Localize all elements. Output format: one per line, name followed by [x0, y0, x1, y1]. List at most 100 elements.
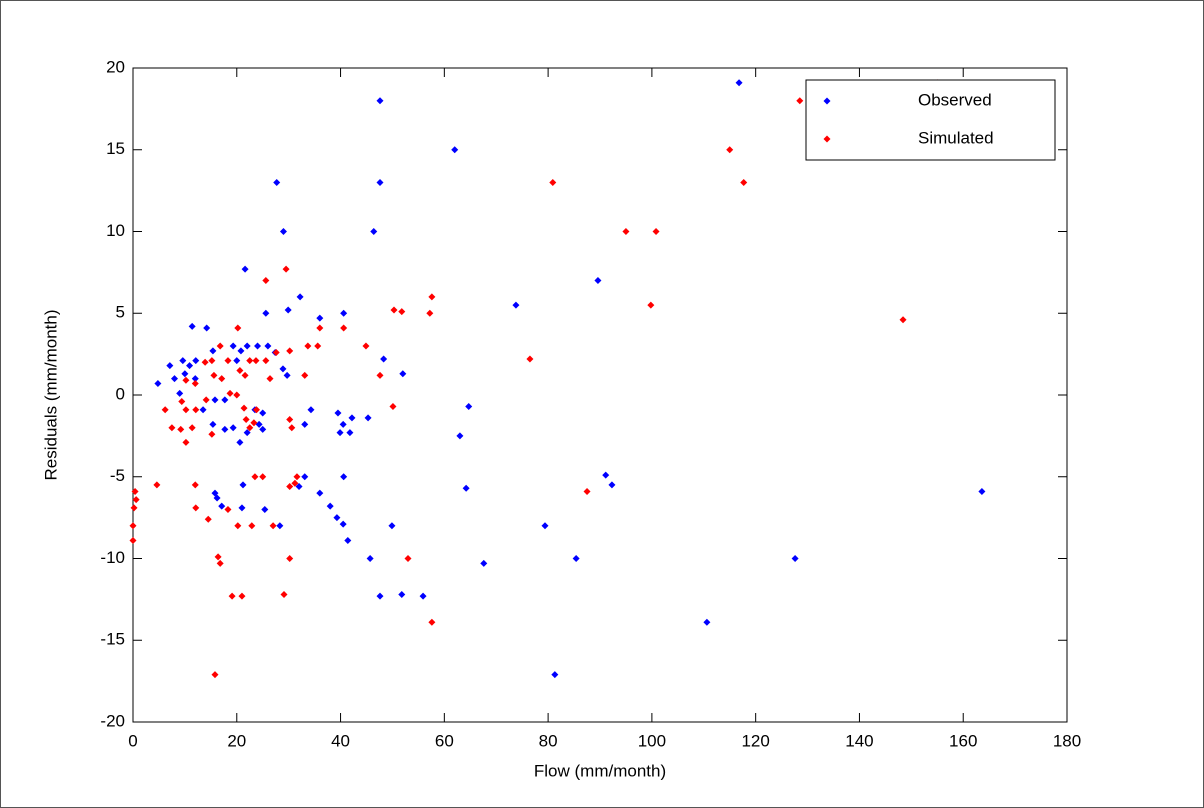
point [251, 473, 259, 481]
point [286, 416, 294, 424]
x-tick-label: 20 [227, 731, 246, 750]
point [286, 483, 294, 491]
point [307, 406, 315, 414]
point [204, 515, 212, 523]
point [236, 366, 244, 374]
y-tick-label: 0 [116, 384, 125, 403]
point [334, 409, 342, 417]
point [376, 97, 384, 105]
point [211, 396, 219, 404]
point [279, 228, 287, 235]
point [296, 293, 304, 301]
point [348, 414, 356, 422]
point [346, 429, 354, 437]
point [176, 389, 184, 397]
y-tick-label: -10 [100, 548, 125, 567]
x-tick-label: 0 [128, 731, 137, 750]
point [272, 348, 280, 356]
point [366, 555, 374, 562]
point [242, 416, 250, 424]
point [177, 425, 185, 433]
point [229, 424, 237, 432]
point [362, 342, 370, 350]
point [301, 473, 309, 481]
point [166, 362, 174, 370]
point [726, 146, 734, 154]
point [276, 522, 284, 530]
point [480, 559, 488, 567]
point [243, 429, 251, 437]
point [132, 496, 140, 504]
point [314, 342, 322, 350]
point [301, 371, 309, 379]
point [252, 357, 260, 365]
point [216, 342, 224, 350]
point [376, 592, 384, 600]
point [236, 438, 244, 446]
y-tick-label: 15 [106, 139, 125, 158]
point [254, 342, 262, 350]
point [221, 425, 229, 433]
point [233, 357, 241, 365]
point [216, 559, 224, 567]
point [129, 522, 137, 530]
point [978, 487, 986, 495]
point [622, 228, 630, 235]
x-tick-label: 120 [741, 731, 769, 750]
point [339, 520, 347, 528]
y-tick-label: 5 [116, 303, 125, 322]
y-tick-label: 10 [106, 221, 125, 240]
point [899, 316, 907, 324]
point [364, 414, 372, 422]
point [264, 342, 272, 350]
point [129, 537, 137, 545]
point [279, 365, 287, 373]
point [262, 357, 270, 365]
point [191, 380, 199, 388]
point [182, 438, 190, 446]
point [208, 357, 216, 365]
y-tick-label: 20 [106, 57, 125, 76]
point [295, 483, 303, 491]
point [191, 375, 199, 383]
point [261, 505, 269, 513]
y-axis-label: Residuals (mm/month) [41, 310, 60, 481]
point [192, 504, 200, 512]
point [462, 484, 470, 492]
point [262, 309, 270, 317]
point [389, 402, 397, 410]
point [234, 324, 242, 332]
point [131, 487, 139, 495]
point [240, 404, 248, 412]
point [419, 592, 427, 600]
point [161, 406, 169, 414]
point [602, 471, 610, 479]
x-tick-label: 100 [638, 731, 666, 750]
point [153, 481, 161, 489]
point [390, 306, 398, 314]
point [255, 420, 263, 428]
point [213, 494, 221, 502]
point [192, 406, 200, 414]
point [340, 309, 348, 317]
x-tick-label: 180 [1053, 731, 1081, 750]
point [404, 555, 412, 562]
point [304, 342, 312, 350]
legend-marker [823, 135, 831, 143]
x-tick-label: 80 [539, 731, 558, 750]
y-tick-label: -20 [100, 711, 125, 730]
point [796, 97, 804, 105]
point [241, 265, 249, 273]
plot-area [132, 67, 1068, 723]
point [218, 375, 226, 383]
point [512, 301, 520, 309]
point [178, 398, 186, 406]
point [333, 514, 341, 522]
point [703, 618, 711, 626]
point [282, 265, 290, 273]
point [181, 370, 189, 378]
point [740, 178, 748, 186]
x-tick-label: 140 [845, 731, 873, 750]
point [221, 396, 229, 404]
point [293, 473, 301, 481]
